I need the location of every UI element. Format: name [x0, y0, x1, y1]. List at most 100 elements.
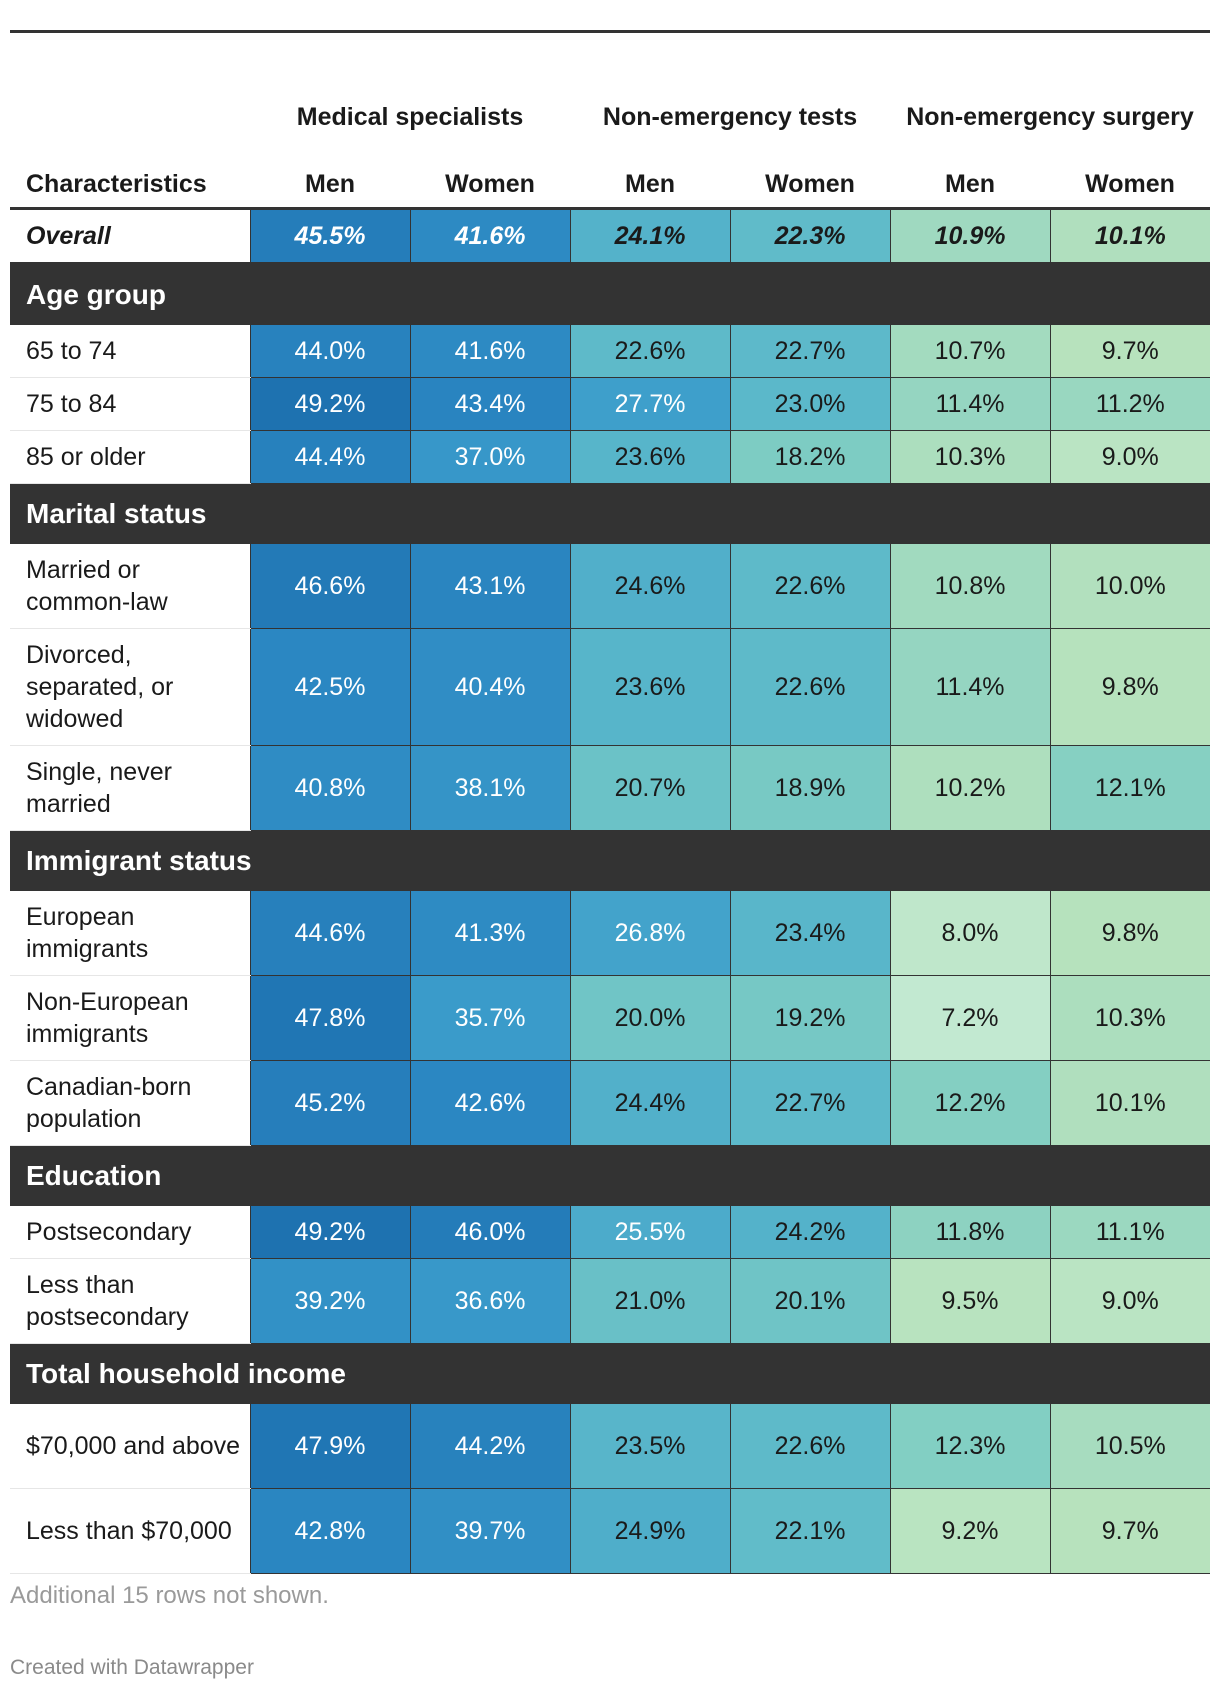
value-cell: 10.7%	[889, 325, 1051, 378]
value-cell: 22.6%	[729, 544, 891, 629]
value-cell: 23.4%	[729, 891, 891, 976]
value-cell: 39.2%	[249, 1258, 410, 1344]
table-row: Postsecondary 49.2% 46.0% 25.5% 24.2% 11.8% 11…	[10, 1206, 1211, 1259]
value-cell: 12.3%	[889, 1404, 1051, 1489]
value-cell: 24.6%	[569, 544, 731, 629]
value-cell: 35.7%	[409, 975, 571, 1061]
value-cell: 24.9%	[569, 1488, 731, 1574]
value-cell: 22.6%	[729, 628, 891, 746]
value-cell: 43.4%	[409, 377, 571, 431]
value-cell: 23.0%	[729, 377, 891, 431]
value-cell: 9.0%	[1049, 430, 1211, 484]
header-men[interactable]: Men	[570, 145, 731, 210]
row-label: Less than $70,000	[10, 1488, 250, 1574]
value-cell: 23.6%	[569, 430, 731, 484]
row-label: 65 to 74	[10, 325, 250, 378]
value-cell: 45.5%	[249, 208, 410, 265]
value-cell: 11.1%	[1049, 1206, 1211, 1259]
value-cell: 42.6%	[409, 1060, 571, 1146]
value-cell: 12.2%	[889, 1060, 1051, 1146]
table-row: Non-European immigrants 47.8% 35.7% 20.0% 19…	[10, 975, 1211, 1061]
row-label: European immigrants	[10, 891, 250, 976]
value-cell: 44.4%	[249, 430, 410, 484]
value-cell: 22.1%	[729, 1488, 891, 1574]
header-women[interactable]: Women	[730, 145, 891, 210]
value-cell: 24.1%	[569, 208, 731, 265]
table-body: Overall 45.5% 41.6% 24.1% 22.3% 10.9% 10.1% Age…	[10, 208, 1211, 1574]
value-cell: 21.0%	[569, 1258, 731, 1344]
table-row: 75 to 84 49.2% 43.4% 27.7% 23.0% 11.4% 11.2%	[10, 377, 1211, 431]
section-title: Education	[10, 1145, 1211, 1206]
value-cell: 9.8%	[1049, 628, 1211, 746]
value-cell: 49.2%	[249, 1206, 410, 1259]
header-group-non-emergency-tests: Non-emergency tests	[602, 103, 858, 131]
value-cell: 44.0%	[249, 325, 410, 378]
row-label: 85 or older	[10, 430, 250, 484]
table-row: 85 or older 44.4% 37.0% 23.6% 18.2% 10.3% 9.0%	[10, 430, 1211, 484]
value-cell: 41.6%	[409, 208, 571, 265]
section-header-row: Immigrant status	[10, 830, 1211, 891]
value-cell: 44.2%	[409, 1404, 571, 1489]
row-label: Overall	[10, 208, 250, 265]
value-cell: 42.8%	[249, 1488, 410, 1574]
value-cell: 9.2%	[889, 1488, 1051, 1574]
header-column-row: Characteristics Men Women Men Women Men …	[10, 145, 1211, 210]
value-cell: 10.1%	[1049, 1060, 1211, 1146]
header-characteristics[interactable]: Characteristics	[10, 145, 250, 210]
value-cell: 19.2%	[729, 975, 891, 1061]
value-cell: 10.0%	[1049, 544, 1211, 629]
table-row: European immigrants 44.6% 41.3% 26.8% 23.4% 8…	[10, 891, 1211, 976]
header-group-non-emergency-surgery: Non-emergency surgery	[906, 103, 1194, 131]
value-cell: 49.2%	[249, 377, 410, 431]
row-label: Canadian-born population	[10, 1060, 250, 1146]
value-cell: 37.0%	[409, 430, 571, 484]
value-cell: 10.9%	[889, 208, 1051, 265]
section-header-row: Marital status	[10, 483, 1211, 544]
value-cell: 36.6%	[409, 1258, 571, 1344]
table-row: Married or common-law 46.6% 43.1% 24.6% 22.6…	[10, 544, 1211, 629]
row-label: Married or common-law	[10, 544, 250, 629]
value-cell: 9.8%	[1049, 891, 1211, 976]
value-cell: 10.8%	[889, 544, 1051, 629]
header-women[interactable]: Women	[1050, 145, 1211, 210]
value-cell: 38.1%	[409, 745, 571, 831]
footnote: Additional 15 rows not shown.	[10, 1582, 329, 1609]
data-table-wrapper: Medical specialists Non-emergency tests …	[10, 30, 1211, 1574]
value-cell: 10.5%	[1049, 1404, 1211, 1489]
section-header-row: Total household income	[10, 1343, 1211, 1404]
row-label: Non-European immigrants	[10, 975, 250, 1061]
row-label: Divorced, separated, or widowed	[10, 628, 250, 746]
header-men[interactable]: Men	[250, 145, 410, 210]
value-cell: 47.9%	[249, 1404, 410, 1489]
table-row: Less than postsecondary 39.2% 36.6% 21.0% 20…	[10, 1258, 1211, 1344]
value-cell: 26.8%	[569, 891, 731, 976]
value-cell: 9.0%	[1049, 1258, 1211, 1344]
value-cell: 41.3%	[409, 891, 571, 976]
section-title: Marital status	[10, 483, 1211, 544]
value-cell: 12.1%	[1049, 745, 1211, 831]
value-cell: 40.8%	[249, 745, 410, 831]
table-row: Canadian-born population 45.2% 42.6% 24.4% 2…	[10, 1060, 1211, 1146]
section-title: Total household income	[10, 1343, 1211, 1404]
value-cell: 22.6%	[569, 325, 731, 378]
value-cell: 11.4%	[889, 628, 1051, 746]
value-cell: 45.2%	[249, 1060, 410, 1146]
data-table: Medical specialists Non-emergency tests …	[10, 30, 1211, 1574]
value-cell: 20.7%	[569, 745, 731, 831]
value-cell: 20.1%	[729, 1258, 891, 1344]
value-cell: 23.6%	[569, 628, 731, 746]
value-cell: 22.7%	[729, 1060, 891, 1146]
value-cell: 22.6%	[729, 1404, 891, 1489]
header-women[interactable]: Women	[410, 145, 571, 210]
header-men[interactable]: Men	[890, 145, 1051, 210]
value-cell: 11.2%	[1049, 377, 1211, 431]
table-row: 65 to 74 44.0% 41.6% 22.6% 22.7% 10.7% 9.7%	[10, 325, 1211, 378]
value-cell: 24.2%	[729, 1206, 891, 1259]
value-cell: 10.1%	[1049, 208, 1211, 265]
row-label: $70,000 and above	[10, 1404, 250, 1489]
credit-link[interactable]: Created with Datawrapper	[10, 1656, 254, 1679]
value-cell: 11.8%	[889, 1206, 1051, 1259]
value-cell: 44.6%	[249, 891, 410, 976]
value-cell: 10.3%	[889, 430, 1051, 484]
row-label: Postsecondary	[10, 1206, 250, 1259]
